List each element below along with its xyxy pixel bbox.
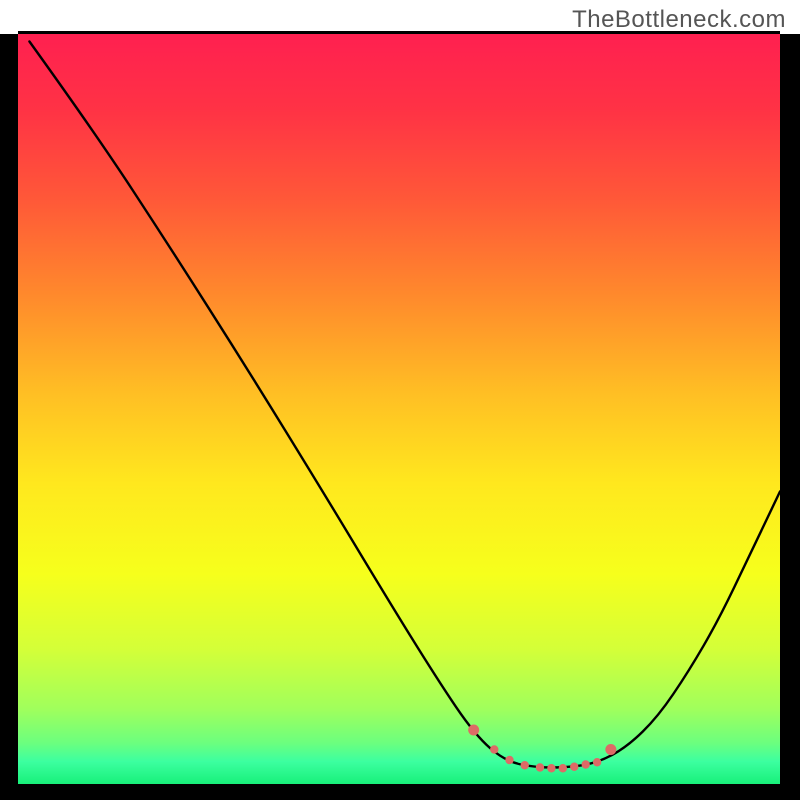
plot-border-right	[780, 34, 800, 784]
chart-svg	[0, 0, 800, 800]
valley-marker	[505, 756, 513, 764]
valley-marker-end	[605, 744, 616, 755]
valley-marker	[581, 760, 589, 768]
plot-border-top	[18, 31, 780, 34]
valley-marker	[490, 745, 498, 753]
valley-marker	[559, 764, 567, 772]
valley-marker	[521, 761, 529, 769]
valley-marker	[547, 764, 555, 772]
valley-marker	[536, 763, 544, 771]
valley-marker-end	[468, 725, 479, 736]
valley-marker	[570, 763, 578, 771]
plot-border-bottom	[0, 784, 800, 800]
gradient-background	[18, 34, 780, 784]
plot-border-left	[0, 34, 18, 784]
chart-frame: TheBottleneck.com	[0, 0, 800, 800]
valley-marker	[593, 758, 601, 766]
